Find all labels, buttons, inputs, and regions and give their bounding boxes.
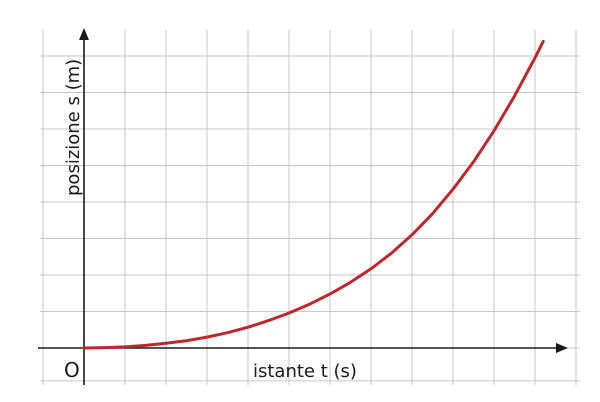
series-line [82, 39, 545, 350]
grid [40, 30, 580, 385]
y-axis-arrow [79, 28, 89, 40]
x-axis-arrow [556, 343, 568, 353]
axes [38, 28, 568, 385]
x-axis-label: istante t (s) [253, 361, 357, 382]
origin-label: O [64, 358, 80, 382]
series-group [82, 39, 545, 350]
y-axis-label: posizione s (m) [63, 59, 84, 196]
